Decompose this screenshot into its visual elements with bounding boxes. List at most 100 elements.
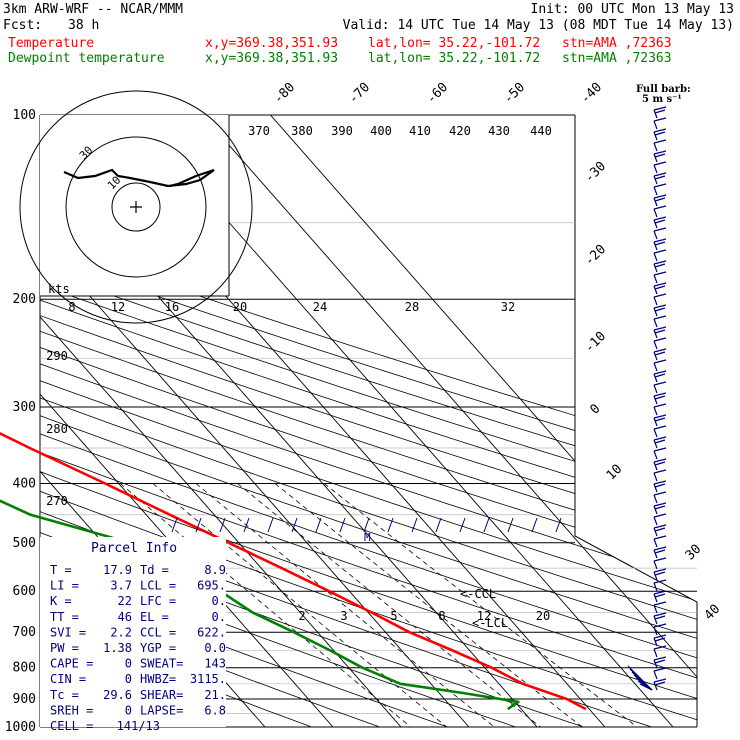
dry-adiabat-line: [40, 115, 697, 727]
wind-barb: [653, 524, 667, 537]
wind-barb-staff: [653, 186, 658, 196]
pressure-label-300: 300: [13, 400, 36, 415]
parcel-param-value: 17.9: [103, 563, 132, 577]
parcel-param-value: 3115.: [190, 672, 226, 686]
wind-barb-flag: [653, 469, 667, 474]
hodograph-center-mark: [130, 201, 142, 213]
hodograph-ring: [65, 136, 207, 278]
parcel-info-box: Parcel Info T = 17.9 Td = 8.9 LI = 3.7 LCL = 695…: [40, 537, 226, 733]
wind-barb-flag: [653, 128, 667, 133]
parcel-param-value: 1.38: [103, 641, 132, 655]
wind-barb-staff: [653, 538, 658, 548]
wind-barb-flag: [653, 150, 667, 155]
legend-dewpoint-latlon: lat,lon= 35.22,-101.72: [368, 51, 541, 66]
wind-barb: [653, 117, 667, 130]
wind-barb-flag: [653, 293, 667, 298]
wind-barb-flag: [653, 194, 667, 199]
wind-barb-flag: [654, 395, 666, 400]
dry-adiabat-line: [40, 115, 697, 727]
wind-barb-flag: [654, 329, 666, 334]
isotherm-label: 30: [683, 542, 705, 564]
wind-barb: [653, 623, 667, 636]
legend-temperature-xy: x,y=369.38,351.93: [205, 36, 339, 51]
wind-barb-flag: [654, 615, 666, 620]
mixing-ratio-label: 5: [390, 609, 397, 623]
wind-barb-flag: [653, 414, 667, 419]
wind-barb-flag: [654, 659, 666, 664]
wind-barb-flag: [653, 557, 667, 562]
parcel-param-name: CIN =: [50, 672, 86, 686]
dry-adiabat-line: [40, 115, 697, 727]
theta-label: 410: [409, 124, 431, 138]
parcel-param-value: 46: [118, 610, 132, 624]
wind-barb-flag: [653, 172, 667, 177]
wind-barb-flag: [654, 483, 666, 488]
pressure-label-500: 500: [13, 536, 36, 551]
wind-barb: [653, 205, 667, 218]
wind-barb: [653, 590, 667, 603]
wind-barb: [653, 337, 667, 350]
dry-adiabat-line: [40, 115, 697, 727]
wind-barb: [653, 293, 667, 306]
wind-barb-500: [483, 517, 490, 533]
wind-barb-flag: [653, 436, 667, 441]
wind-barb-staff: [653, 219, 658, 229]
theta-label: 440: [530, 124, 552, 138]
isotherm-line: [40, 115, 470, 727]
theta-label: 270: [46, 494, 68, 508]
wind-barb-500: [339, 517, 346, 533]
dry-adiabat-line: [40, 115, 697, 727]
wind-barb: [653, 370, 667, 383]
wind-barb: [653, 491, 667, 504]
legend-dewpoint-xy: x,y=369.38,351.93: [205, 51, 339, 66]
dry-adiabat-line: [40, 115, 697, 727]
hodograph-ring: [19, 90, 253, 324]
wind-barb-flag: [653, 304, 667, 309]
wind-barb-staff: [653, 450, 658, 460]
parcel-param-name: LAPSE=: [140, 703, 183, 717]
isotherm-label: -10: [582, 329, 609, 356]
wind-barb-staff: [653, 395, 658, 405]
wind-barb-flag: [654, 681, 666, 686]
parcel-param-value: 0: [125, 703, 132, 717]
wind-barb-flag: [653, 326, 667, 331]
wind-barb-flag: [654, 175, 666, 180]
wind-barb-staff: [653, 648, 658, 658]
wind-barb: [653, 656, 667, 669]
wind-barb-flag: [653, 480, 667, 485]
pressure-label-800: 800: [13, 661, 36, 676]
theta-label: 280: [46, 422, 68, 436]
wind-barb-staff: [653, 439, 658, 449]
legend-dewpoint-name: Dewpoint temperature: [8, 51, 165, 66]
wind-barb: [653, 172, 667, 185]
wind-barb-flag: [653, 183, 667, 188]
parcel-param-name: TT =: [50, 610, 79, 624]
pressure-axis-labels: 100 200 300 400 500 600 700 800 900 1000: [5, 108, 36, 735]
isotherm-label: -40: [578, 80, 605, 107]
wind-barb-flag: [654, 263, 666, 268]
wind-barb-flag: [653, 337, 667, 342]
isotherm-line: [202, 115, 697, 727]
theta-label: 290: [46, 349, 68, 363]
wind-barb-staff: [653, 208, 658, 218]
parcel-param-name: EL =: [140, 610, 169, 624]
wind-barb-flag: [653, 348, 667, 353]
wind-barb-staff: [653, 681, 658, 691]
dry-adiabat-line: [40, 115, 697, 727]
theta-label: 390: [331, 124, 353, 138]
wind-barb-flag: [654, 373, 666, 378]
wind-barb-staff: [653, 318, 658, 328]
dry-adiabat-line: [40, 115, 380, 727]
wind-barb: [653, 425, 667, 438]
legend-temperature-latlon: lat,lon= 35.22,-101.72: [368, 36, 541, 51]
parcel-param-name: CELL =: [50, 719, 93, 733]
wind-barb-flag: [653, 370, 667, 375]
wind-barb-flag: [653, 634, 667, 639]
wind-barb-flag: [653, 392, 667, 397]
parcel-param-value: 3.7: [110, 579, 132, 593]
wind-barb-staff: [653, 252, 658, 262]
right-border-line: [574, 115, 698, 727]
mixing-ratio-line: [274, 483, 583, 727]
parcel-param-name: PW =: [50, 641, 79, 655]
wind-barb-staff: [653, 285, 658, 295]
